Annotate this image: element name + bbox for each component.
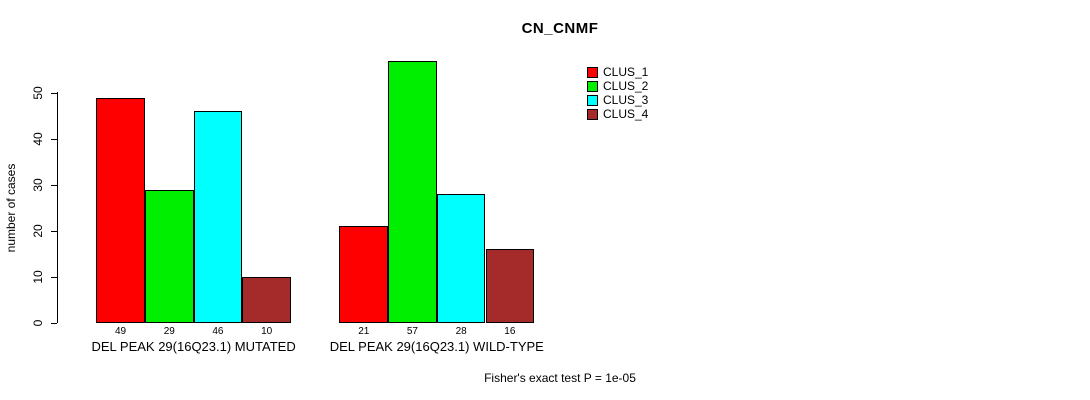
legend-swatch-clus_3 bbox=[587, 94, 598, 106]
y-tick bbox=[51, 322, 57, 324]
bar-value-label: 21 bbox=[358, 325, 370, 337]
chart-title: CN_CNMF bbox=[521, 20, 599, 37]
legend-row: CLUS_2 bbox=[587, 79, 649, 94]
bar-value-label: 49 bbox=[114, 325, 127, 337]
legend-swatch-clus_1 bbox=[587, 66, 598, 78]
y-tick-label: 30 bbox=[31, 178, 45, 192]
bar-clus_3-group1 bbox=[193, 111, 243, 323]
y-tick bbox=[51, 184, 57, 186]
legend-label: CLUS_1 bbox=[603, 65, 649, 79]
y-tick-label: 10 bbox=[31, 270, 45, 284]
bar-value-label: 46 bbox=[212, 325, 224, 337]
bar-clus_2-group2 bbox=[388, 60, 437, 323]
legend-row: CLUS_4 bbox=[587, 107, 649, 122]
bar-value-label: 28 bbox=[455, 325, 467, 337]
legend-row: CLUS_3 bbox=[587, 93, 649, 108]
bar-value-label: 57 bbox=[406, 325, 418, 337]
y-tick bbox=[51, 276, 57, 278]
legend-label: CLUS_3 bbox=[603, 93, 649, 108]
bar-clus_4-group1 bbox=[242, 277, 291, 323]
legend-label: CLUS_2 bbox=[603, 79, 649, 94]
y-axis bbox=[57, 92, 58, 323]
y-tick bbox=[51, 138, 57, 140]
bar-clus_1-group2 bbox=[339, 226, 389, 323]
y-tick-label: 50 bbox=[31, 86, 45, 100]
y-axis-label: number of cases bbox=[4, 163, 18, 253]
y-tick-label: 40 bbox=[31, 132, 45, 146]
fisher-test-note: Fisher's exact test P = 1e-05 bbox=[484, 371, 636, 385]
legend-label: CLUS_4 bbox=[603, 107, 649, 122]
legend-swatch-clus_4 bbox=[587, 108, 598, 120]
y-tick bbox=[51, 92, 57, 94]
bar-value-label: 16 bbox=[504, 325, 516, 337]
bar-value-label: 10 bbox=[261, 325, 273, 337]
y-tick-label: 20 bbox=[31, 224, 45, 238]
bar-clus_4-group2 bbox=[485, 249, 535, 323]
y-tick bbox=[51, 230, 57, 232]
legend-swatch-clus_2 bbox=[587, 80, 598, 92]
bar-value-label: 29 bbox=[163, 325, 175, 337]
legend-row: CLUS_1 bbox=[587, 65, 649, 79]
group-label-1: DEL PEAK 29(16Q23.1) MUTATED bbox=[91, 339, 296, 354]
group-label-2: DEL PEAK 29(16Q23.1) WILD-TYPE bbox=[329, 339, 544, 354]
y-tick-label: 0 bbox=[31, 319, 45, 327]
bar-clus_2-group1 bbox=[144, 189, 194, 323]
bar-clus_1-group1 bbox=[96, 97, 145, 323]
bar-clus_3-group2 bbox=[436, 194, 486, 323]
